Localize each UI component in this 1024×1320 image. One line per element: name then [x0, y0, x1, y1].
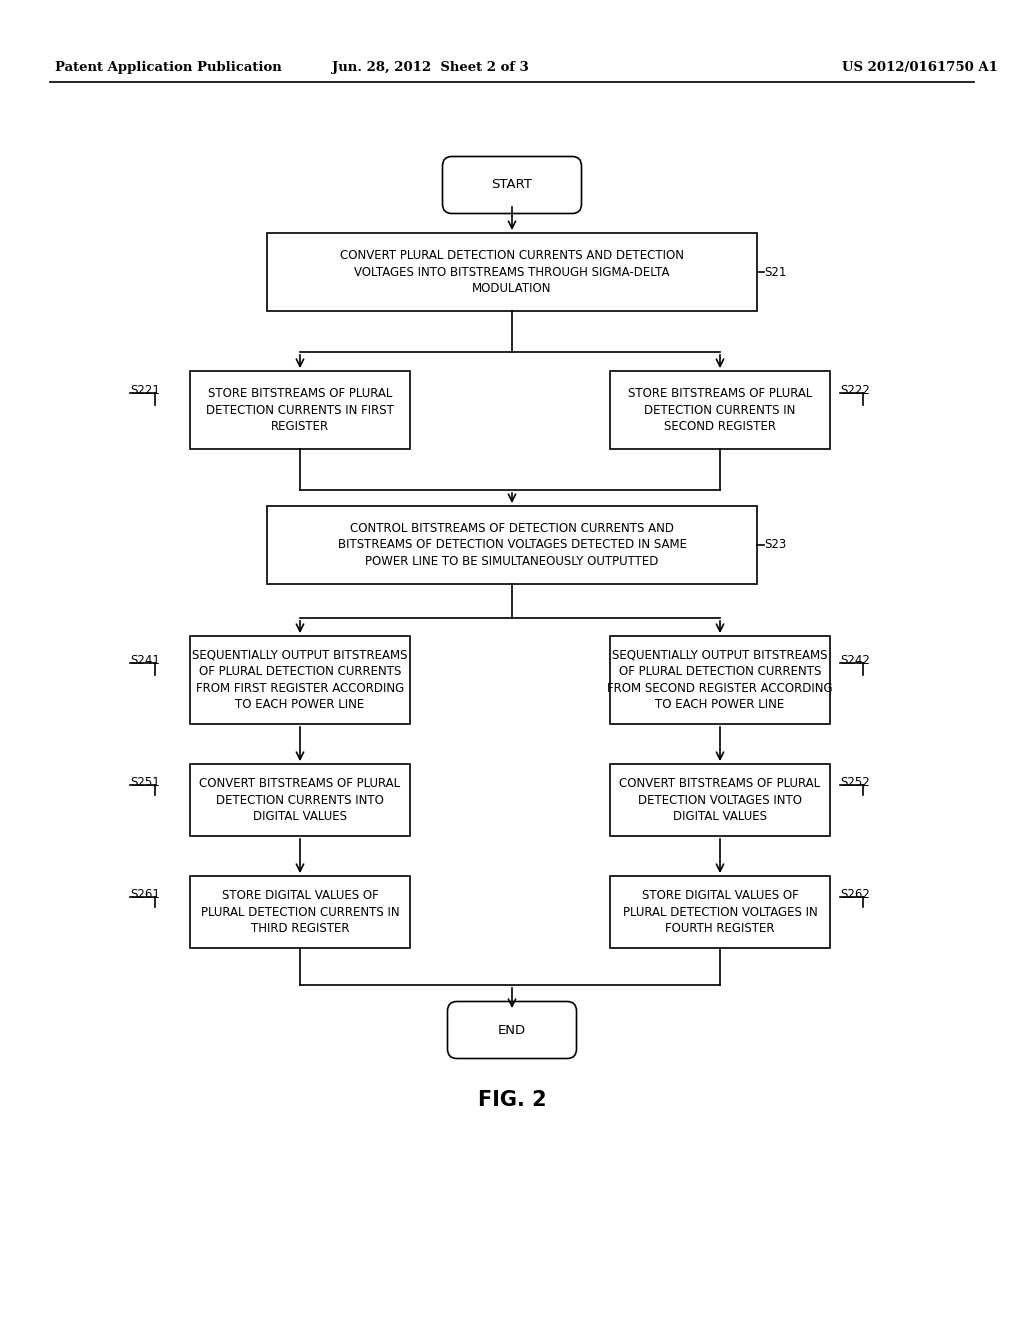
Text: S21: S21	[764, 265, 786, 279]
Text: STORE BITSTREAMS OF PLURAL
DETECTION CURRENTS IN FIRST
REGISTER: STORE BITSTREAMS OF PLURAL DETECTION CUR…	[206, 387, 394, 433]
Text: STORE DIGITAL VALUES OF
PLURAL DETECTION VOLTAGES IN
FOURTH REGISTER: STORE DIGITAL VALUES OF PLURAL DETECTION…	[623, 888, 817, 935]
FancyBboxPatch shape	[610, 371, 830, 449]
Text: SEQUENTIALLY OUTPUT BITSTREAMS
OF PLURAL DETECTION CURRENTS
FROM SECOND REGISTER: SEQUENTIALLY OUTPUT BITSTREAMS OF PLURAL…	[607, 648, 833, 711]
FancyBboxPatch shape	[610, 764, 830, 836]
Text: S221: S221	[130, 384, 160, 396]
Text: CONVERT BITSTREAMS OF PLURAL
DETECTION CURRENTS INTO
DIGITAL VALUES: CONVERT BITSTREAMS OF PLURAL DETECTION C…	[200, 777, 400, 822]
Text: S251: S251	[130, 776, 160, 789]
Text: SEQUENTIALLY OUTPUT BITSTREAMS
OF PLURAL DETECTION CURRENTS
FROM FIRST REGISTER : SEQUENTIALLY OUTPUT BITSTREAMS OF PLURAL…	[193, 648, 408, 711]
Text: S241: S241	[130, 653, 160, 667]
FancyBboxPatch shape	[190, 764, 410, 836]
FancyBboxPatch shape	[610, 876, 830, 948]
Text: STORE BITSTREAMS OF PLURAL
DETECTION CURRENTS IN
SECOND REGISTER: STORE BITSTREAMS OF PLURAL DETECTION CUR…	[628, 387, 812, 433]
Text: CONVERT BITSTREAMS OF PLURAL
DETECTION VOLTAGES INTO
DIGITAL VALUES: CONVERT BITSTREAMS OF PLURAL DETECTION V…	[620, 777, 820, 822]
FancyBboxPatch shape	[190, 876, 410, 948]
Text: CONTROL BITSTREAMS OF DETECTION CURRENTS AND
BITSTREAMS OF DETECTION VOLTAGES DE: CONTROL BITSTREAMS OF DETECTION CURRENTS…	[338, 521, 686, 568]
Text: S262: S262	[840, 888, 869, 902]
FancyBboxPatch shape	[442, 157, 582, 214]
FancyBboxPatch shape	[190, 636, 410, 723]
Text: S252: S252	[840, 776, 869, 789]
Text: S242: S242	[840, 653, 869, 667]
Text: END: END	[498, 1023, 526, 1036]
Text: CONVERT PLURAL DETECTION CURRENTS AND DETECTION
VOLTAGES INTO BITSTREAMS THROUGH: CONVERT PLURAL DETECTION CURRENTS AND DE…	[340, 249, 684, 294]
Text: START: START	[492, 178, 532, 191]
FancyBboxPatch shape	[190, 371, 410, 449]
Text: US 2012/0161750 A1: US 2012/0161750 A1	[842, 62, 998, 74]
FancyBboxPatch shape	[447, 1002, 577, 1059]
Text: S222: S222	[840, 384, 869, 396]
FancyBboxPatch shape	[610, 636, 830, 723]
FancyBboxPatch shape	[267, 506, 757, 583]
Text: S23: S23	[764, 539, 786, 552]
Text: STORE DIGITAL VALUES OF
PLURAL DETECTION CURRENTS IN
THIRD REGISTER: STORE DIGITAL VALUES OF PLURAL DETECTION…	[201, 888, 399, 935]
FancyBboxPatch shape	[267, 234, 757, 312]
Text: Jun. 28, 2012  Sheet 2 of 3: Jun. 28, 2012 Sheet 2 of 3	[332, 62, 528, 74]
Text: FIG. 2: FIG. 2	[477, 1090, 547, 1110]
Text: S261: S261	[130, 888, 160, 902]
Text: Patent Application Publication: Patent Application Publication	[55, 62, 282, 74]
